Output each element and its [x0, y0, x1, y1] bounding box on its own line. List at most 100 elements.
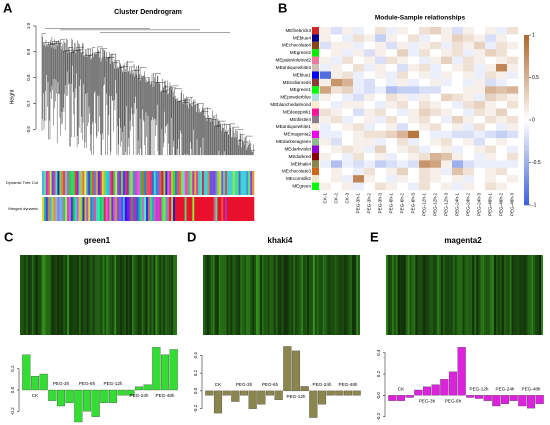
expression-stripe [171, 255, 174, 335]
heatmap-cell [419, 71, 431, 80]
heatmap-cell [441, 56, 453, 65]
module-color [107, 197, 110, 221]
heatmap-cell [320, 101, 332, 109]
expression-stripe [216, 255, 219, 335]
expression-stripe [94, 255, 97, 335]
heatmap-cell [419, 182, 431, 191]
module-color [121, 197, 124, 221]
module-color [42, 171, 45, 195]
module-color [51, 171, 54, 195]
heatmap-cell [331, 152, 343, 161]
heatmap-cell [419, 130, 431, 139]
module-color [99, 171, 103, 195]
heatmap-cell [474, 160, 486, 168]
module-color [47, 197, 51, 221]
bar [422, 386, 432, 396]
module-color [157, 171, 160, 195]
heatmap-cell [353, 41, 365, 50]
heatmap-cell [474, 56, 486, 65]
heatmap-cell [496, 71, 508, 80]
heatmap-cell [342, 160, 354, 168]
bar [326, 390, 335, 396]
heatmap-cell [342, 41, 354, 50]
module-color [138, 171, 141, 195]
module-color [45, 171, 49, 195]
expression-stripe [344, 255, 347, 335]
module-color [59, 171, 62, 195]
expression-stripe [476, 255, 479, 335]
heatmap-cell [485, 86, 497, 94]
expression-stripe [320, 255, 323, 335]
module-color [234, 197, 237, 221]
heatmap-cell [397, 56, 409, 65]
expression-stripe [346, 255, 349, 335]
heatmap-cell [331, 175, 343, 183]
heatmap-cell [496, 78, 508, 87]
module-color [213, 171, 216, 195]
expression-stripe [291, 255, 294, 335]
module-swatch [312, 152, 319, 161]
expression-stripe [110, 255, 113, 335]
expression-stripe [348, 255, 351, 335]
expression-stripe [393, 255, 396, 335]
heatmap-cell [408, 108, 420, 117]
module-color [167, 197, 170, 221]
heatmap-cell [375, 93, 387, 102]
heatmap-cell [419, 138, 431, 146]
module-color [142, 197, 145, 221]
heatmap-cell [397, 175, 409, 183]
heatmap-cell [507, 115, 519, 124]
colorbar-slice [524, 90, 529, 95]
module-color [74, 197, 77, 221]
expression-stripe [515, 255, 518, 335]
module-color [188, 171, 191, 195]
heatmap-cell [441, 27, 453, 35]
heatmap-cell [397, 93, 409, 102]
heatmap-cell [496, 101, 508, 109]
expression-stripe [389, 255, 392, 335]
heatmap-cell [408, 78, 420, 87]
heatmap-cell [386, 115, 398, 124]
heatmap-cell [496, 93, 508, 102]
bar [317, 390, 327, 405]
row-label: MEindianred4 [283, 80, 312, 85]
module-color [55, 171, 58, 195]
module-color [190, 171, 193, 195]
chart-title: magenta2 [444, 236, 482, 245]
expression-stripe [69, 255, 72, 335]
module-color [165, 197, 168, 221]
expression-stripe [267, 255, 270, 335]
heatmap-cell [397, 167, 409, 176]
heatmap-cell [375, 34, 387, 43]
expression-stripe [417, 255, 420, 335]
expression-stripe [131, 255, 134, 335]
group-label: PEG-24h [496, 387, 515, 392]
chart-title: Module-Sample relationships [375, 15, 466, 22]
module-color [63, 197, 66, 221]
heatmap-cell [408, 56, 420, 65]
expression-stripe [435, 255, 438, 335]
expression-stripe [521, 255, 524, 335]
expression-stripe [102, 255, 105, 335]
colorbar-tick-label: 1 [532, 32, 535, 38]
expression-stripe [350, 255, 353, 335]
module-swatch [312, 101, 319, 109]
module-color [227, 197, 230, 221]
expression-stripe [340, 255, 343, 335]
heatmap-cell [463, 115, 475, 124]
module-color [246, 171, 249, 195]
module-color [111, 171, 114, 195]
module-color [203, 171, 207, 195]
heatmap-cell [397, 138, 409, 146]
heatmap-cell [452, 175, 464, 183]
heatmap-cell [507, 101, 519, 109]
heatmap-cell [441, 175, 453, 183]
module-color [236, 197, 239, 221]
module-color [221, 197, 224, 221]
expression-stripe [513, 255, 516, 335]
heatmap-cell [364, 64, 376, 72]
module-swatch [312, 145, 319, 153]
group-label: PEG-48h [522, 387, 541, 392]
heatmap-cell [496, 182, 508, 191]
y-axis-label: Height [9, 89, 15, 104]
